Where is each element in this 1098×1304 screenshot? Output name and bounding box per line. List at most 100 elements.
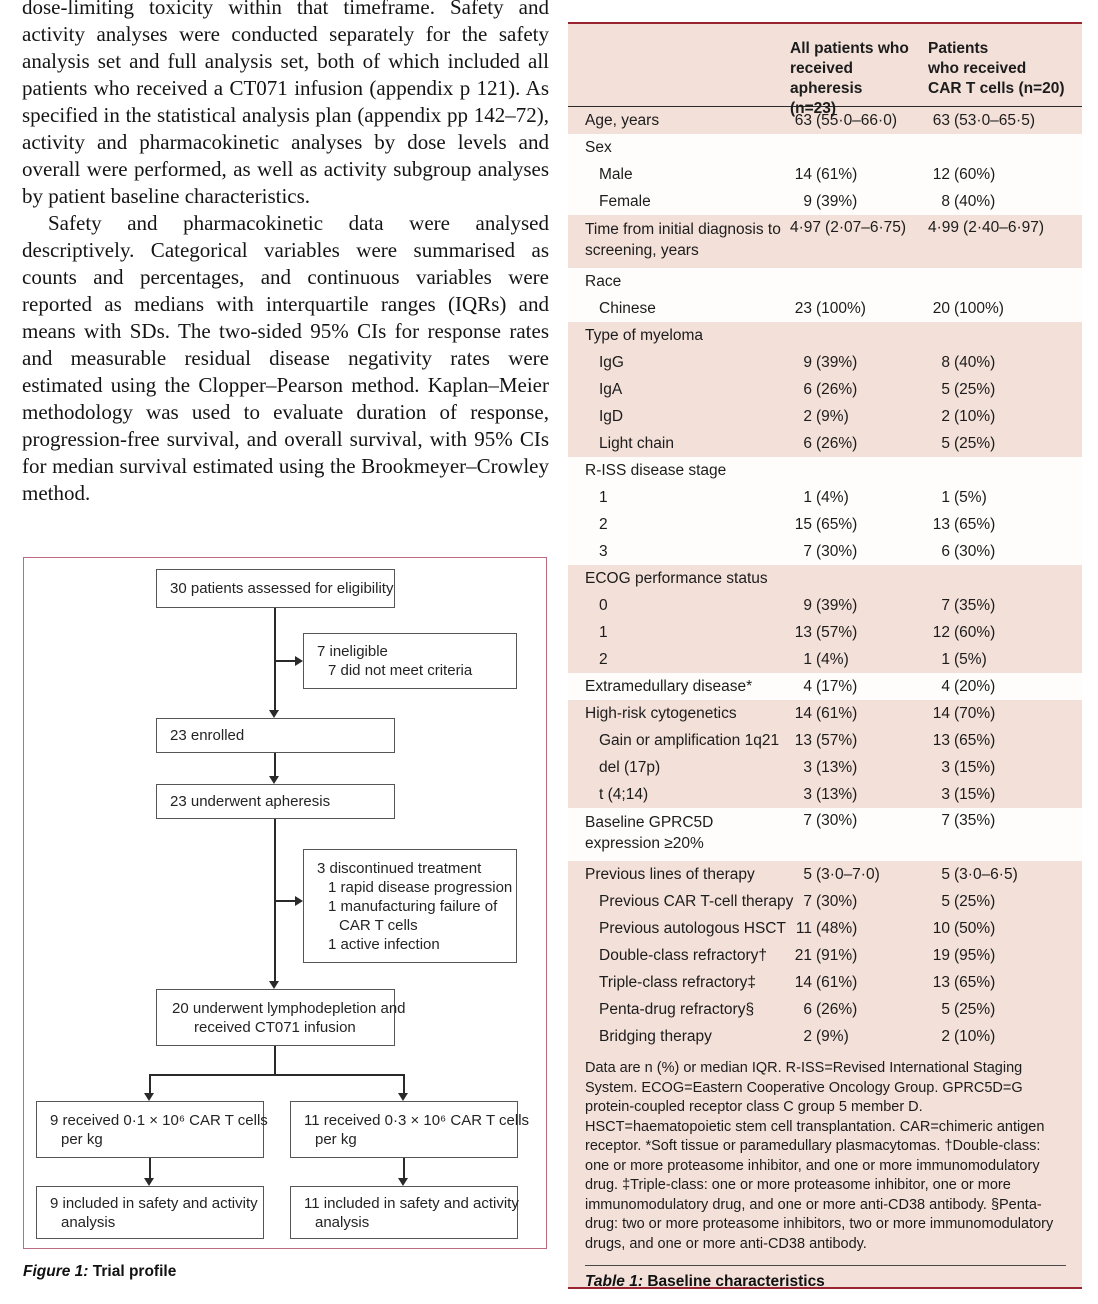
value-count: 2 bbox=[803, 1027, 812, 1045]
value-apheresis: 9 (39%) bbox=[790, 354, 928, 372]
column-header-apheresis: All patients who received apheresis (n=2… bbox=[790, 39, 928, 119]
value-count: 13 bbox=[932, 515, 950, 533]
value-cart-cells: 7 (35%) bbox=[928, 597, 1076, 615]
value-apheresis: 21 (91%) bbox=[790, 947, 928, 965]
table-row: Previous lines of therapy 5 (3·0–7·0) 5 (3·0… bbox=[568, 861, 1082, 888]
table-row: Double-class refractory† 21 (91%) 19 (95%) bbox=[568, 942, 1082, 969]
value-detail: (40%) bbox=[954, 353, 996, 371]
value-count: 5 bbox=[941, 1000, 950, 1018]
value-count: 8 bbox=[941, 192, 950, 210]
body-paragraph: dose-limiting toxicity within that timef… bbox=[22, 0, 549, 208]
value-count: 12 bbox=[932, 623, 950, 641]
flow-node-lymphodepletion: 20 underwent lymphodepletion and receive… bbox=[156, 989, 406, 1046]
table-row: 3 7 (30%) 6 (30%) bbox=[568, 538, 1082, 565]
value-count: 9 bbox=[803, 192, 812, 210]
flow-connector bbox=[149, 1158, 151, 1179]
value-detail: (61%) bbox=[816, 973, 858, 991]
value-detail: (13%) bbox=[816, 785, 858, 803]
flow-node-text: analysis bbox=[315, 1213, 370, 1231]
flow-connector bbox=[274, 1046, 276, 1075]
flow-node-text: 30 patients assessed for eligibility bbox=[170, 580, 394, 597]
row-label: 2 bbox=[599, 650, 608, 668]
value-cart-cells: 1 (5%) bbox=[928, 651, 1076, 669]
table-body: Age, years 63 (55·0–66·0) 63 (53·0–65·5) Sex M… bbox=[568, 107, 1082, 1050]
value-detail: (26%) bbox=[816, 1000, 858, 1018]
value-apheresis: 6 (26%) bbox=[790, 381, 928, 399]
value-count: 2 bbox=[803, 407, 812, 425]
flow-node-text: 11 included in safety and activity bbox=[304, 1194, 519, 1212]
value-cart-cells: 4·99 (2·40–6·97) bbox=[928, 219, 1076, 237]
value-detail: (9%) bbox=[816, 407, 849, 425]
row-label: ECOG performance status bbox=[585, 569, 768, 587]
value-count: 5 bbox=[941, 865, 950, 883]
value-cart-cells: 5 (25%) bbox=[928, 1001, 1076, 1019]
value-cart-cells: 5 (25%) bbox=[928, 435, 1076, 453]
row-label: del (17p) bbox=[599, 758, 661, 776]
column-header-line: who received bbox=[928, 60, 1027, 77]
row-label: Age, years bbox=[585, 111, 660, 129]
row-label: R-ISS disease stage bbox=[585, 461, 727, 479]
arrowhead-down-icon bbox=[269, 981, 279, 989]
table-caption: Table 1: Baseline characteristics bbox=[568, 1266, 1082, 1291]
column-header-line: Patients bbox=[928, 40, 989, 57]
table-row: R-ISS disease stage bbox=[568, 457, 1082, 484]
table-row: Penta-drug refractory§ 6 (26%) 5 (25%) bbox=[568, 996, 1082, 1023]
value-count: 7 bbox=[803, 892, 812, 910]
value-detail: (61%) bbox=[816, 704, 858, 722]
value-count: 7 bbox=[803, 542, 812, 560]
value-apheresis: 13 (57%) bbox=[790, 624, 928, 642]
value-detail: (4%) bbox=[816, 650, 849, 668]
row-label: IgA bbox=[599, 380, 623, 398]
figure-caption: Figure 1: Trial profile bbox=[23, 1263, 176, 1281]
value-detail: (26%) bbox=[816, 434, 858, 452]
flow-node-text: 1 manufacturing failure of bbox=[328, 897, 498, 915]
value-cart-cells: 3 (15%) bbox=[928, 786, 1076, 804]
value-detail: (15%) bbox=[954, 758, 996, 776]
table-row: t (4;14) 3 (13%) 3 (15%) bbox=[568, 781, 1082, 808]
value-cart-cells: 5 (3·0–6·5) bbox=[928, 866, 1076, 884]
table-row: IgD 2 (9%) 2 (10%) bbox=[568, 403, 1082, 430]
flow-node-analysis-high: 11 included in safety and activity analy… bbox=[290, 1186, 519, 1239]
value-detail: (39%) bbox=[816, 353, 858, 371]
value-cart-cells: 2 (10%) bbox=[928, 408, 1076, 426]
value-count: 7 bbox=[941, 812, 950, 829]
table-row: Light chain 6 (26%) 5 (25%) bbox=[568, 430, 1082, 457]
table-row: 2 15 (65%) 13 (65%) bbox=[568, 511, 1082, 538]
value-apheresis: 2 (9%) bbox=[790, 1028, 928, 1046]
value-count: 63 bbox=[794, 111, 812, 129]
table-row: ECOG performance status bbox=[568, 565, 1082, 592]
flow-node-text: per kg bbox=[61, 1130, 103, 1148]
value-apheresis: 9 (39%) bbox=[790, 193, 928, 211]
value-count: 2 bbox=[941, 407, 950, 425]
arrowhead-down-icon bbox=[269, 776, 279, 784]
value-detail: (39%) bbox=[816, 596, 858, 614]
value-count: 21 bbox=[794, 946, 812, 964]
value-count: 1 bbox=[941, 650, 950, 668]
row-label: Sex bbox=[585, 138, 612, 156]
flow-node-text: analysis bbox=[61, 1213, 116, 1231]
value-detail: (30%) bbox=[816, 542, 858, 560]
figure-caption-label: Figure 1: bbox=[23, 1263, 89, 1280]
value-count: 13 bbox=[794, 731, 812, 749]
value-count: 2 bbox=[941, 1027, 950, 1045]
value-detail: (61%) bbox=[816, 165, 858, 183]
value-count: 9 bbox=[803, 353, 812, 371]
value-detail: (30%) bbox=[816, 812, 858, 829]
value-count: 11 bbox=[795, 919, 812, 937]
value-count: 6 bbox=[803, 1000, 812, 1018]
table-header: All patients who received apheresis (n=2… bbox=[568, 24, 1082, 117]
flow-node-text: 1 active infection bbox=[328, 935, 440, 953]
value-detail: (91%) bbox=[816, 946, 858, 964]
value-count: 8 bbox=[941, 353, 950, 371]
value-detail: (2·07–6·75) bbox=[825, 219, 907, 236]
value-detail: (65%) bbox=[954, 731, 996, 749]
value-count: 4 bbox=[941, 677, 950, 695]
table-row: 1 1 (4%) 1 (5%) bbox=[568, 484, 1082, 511]
value-detail: (95%) bbox=[954, 946, 996, 964]
value-count: 6 bbox=[803, 380, 812, 398]
value-count: 13 bbox=[932, 731, 950, 749]
value-cart-cells: 5 (25%) bbox=[928, 893, 1076, 911]
row-label: Baseline GPRC5D expression ≥20% bbox=[585, 814, 714, 852]
value-apheresis: 2 (9%) bbox=[790, 408, 928, 426]
flow-connector bbox=[403, 1158, 405, 1179]
